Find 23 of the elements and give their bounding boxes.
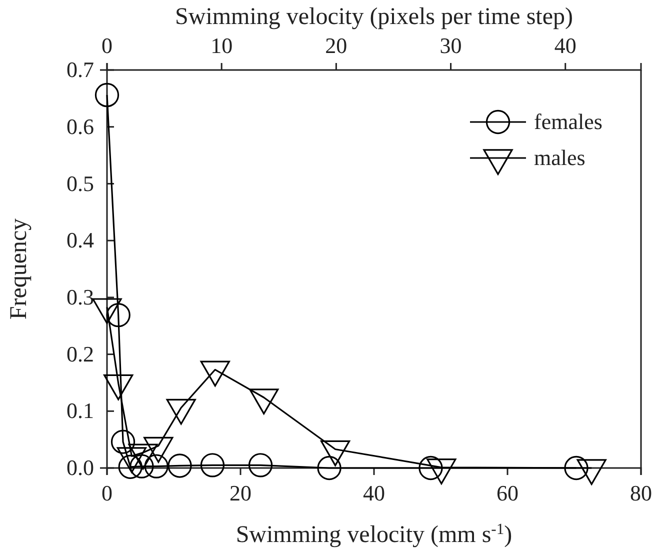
y-tick-label: 0.6 — [66, 114, 94, 139]
y-tick-label: 0.5 — [66, 170, 94, 196]
y-tick-label: 0.4 — [66, 228, 94, 253]
y-tick-label: 0.2 — [66, 341, 94, 366]
y-tick-label: 0.0 — [66, 455, 94, 480]
x-tick-label: 0 — [102, 480, 112, 506]
y-axis-title: Frequency — [6, 218, 32, 320]
x2-tick-label: 10 — [210, 33, 233, 58]
legend-label: males — [534, 145, 586, 170]
y-tick-label: 0.3 — [66, 284, 94, 310]
x2-tick-label: 20 — [325, 33, 348, 58]
x2-tick-label: 0 — [102, 33, 112, 58]
x-tick-label: 60 — [496, 480, 518, 506]
x2-axis-title: Swimming velocity (pixels per time step) — [175, 4, 573, 30]
x-tick-label: 80 — [630, 480, 652, 506]
legend-label: females — [534, 109, 602, 134]
x2-tick-label: 40 — [554, 33, 576, 58]
x-tick-label: 20 — [230, 480, 252, 506]
x-tick-label: 40 — [363, 480, 385, 506]
x2-tick-label: 30 — [440, 33, 462, 58]
x-axis-title: Swimming velocity (mm s$^{-1}$) — [236, 520, 512, 548]
y-tick-label: 0.1 — [66, 398, 94, 424]
y-tick-label: 0.7 — [66, 57, 94, 82]
